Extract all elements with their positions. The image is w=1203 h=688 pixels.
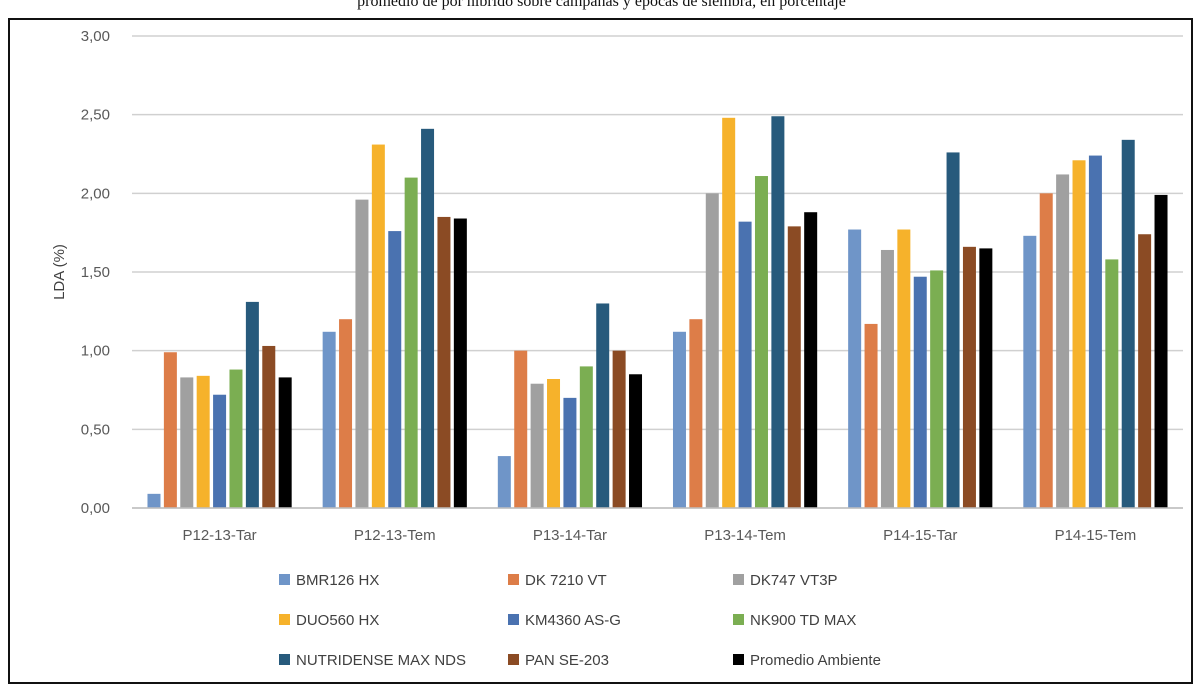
x-tick-label: P12-13-Tar [182,527,256,544]
legend-swatch [508,614,519,625]
bar [962,246,976,508]
bar [404,177,418,508]
legend-label: BMR126 HX [296,572,379,589]
bar [705,193,719,508]
legend-swatch [733,614,744,625]
bar [864,323,878,508]
bar [563,397,577,508]
bar-layer [147,116,1168,509]
x-tick-label: P14-15-Tem [1055,527,1137,544]
legend-label: DK 7210 VT [525,572,607,589]
legend-label: DUO560 HX [296,612,379,629]
y-tick-label: 2,00 [81,185,110,202]
legend-swatch [279,574,290,585]
bar [930,270,944,508]
bar [322,331,336,508]
bar [596,303,610,508]
bar [1138,234,1152,509]
bar [612,350,626,508]
bar [1121,139,1135,508]
bar [787,226,801,508]
bar [1088,155,1102,508]
bar [880,249,894,508]
x-tick-label: P12-13-Tem [354,527,436,544]
bar [388,231,402,508]
legend-swatch [279,614,290,625]
legend-label: Promedio Ambiente [750,652,881,669]
bar [1154,194,1168,508]
bar [1056,174,1070,508]
bar [1072,160,1086,509]
x-tick-label: P14-15-Tar [883,527,957,544]
y-tick-label: 1,50 [81,264,110,281]
bar [180,377,194,508]
bar [547,378,561,508]
y-tick-label: 2,50 [81,107,110,124]
bar [771,116,785,509]
legend-label: DK747 VT3P [750,572,838,589]
legend-label: NUTRIDENSE MAX NDS [296,652,466,669]
bar [339,319,353,508]
bar [1105,259,1119,508]
bar [163,352,177,508]
y-tick-label: 0,00 [81,500,110,517]
legend-swatch [733,574,744,585]
bar [672,331,686,508]
x-tick-label: P13-14-Tem [704,527,786,544]
y-tick-label: 0,50 [81,421,110,438]
bar [722,117,736,508]
top-caption: promedio de por hibrido sobre campañas y… [357,0,846,10]
bar [897,229,911,508]
legend-label: KM4360 AS-G [525,612,621,629]
bar [245,301,259,508]
bar [278,377,292,508]
bar [437,216,451,508]
bar [355,199,369,508]
bar [1023,235,1037,508]
bar [979,248,993,508]
y-tick-label: 3,00 [81,28,110,45]
legend-label: NK900 TD MAX [750,612,856,629]
bar [804,212,818,508]
bar [262,345,276,508]
bar [421,128,435,508]
bar [754,176,768,508]
legend-label: PAN SE-203 [525,652,609,669]
legend-swatch [733,654,744,665]
bar [371,144,385,508]
bar [453,218,467,508]
bar [530,383,544,508]
bar [848,229,862,508]
bar [738,221,752,508]
legend-swatch [508,654,519,665]
bar [196,375,210,508]
axis-layer: 0,00 0,50 1,00 1,50 2,00 2,50 3,00 LDA (%) P12-1… [51,28,1183,544]
bar [913,276,927,508]
bar [946,152,960,508]
legend-layer: BMR126 HX DK 7210 VT DK747 VT3P DUO560 HX KM… [279,572,881,669]
bar [629,374,643,508]
bar [229,369,243,508]
bar [213,394,227,508]
legend-swatch [508,574,519,585]
y-axis-title: LDA (%) [51,244,68,300]
bar [579,366,593,508]
bar [1039,193,1053,508]
x-tick-label: P13-14-Tar [533,527,607,544]
bar [497,456,511,508]
bar [514,350,528,508]
bar [147,493,161,508]
legend-swatch [279,654,290,665]
y-tick-label: 1,00 [81,343,110,360]
bar [689,319,703,508]
